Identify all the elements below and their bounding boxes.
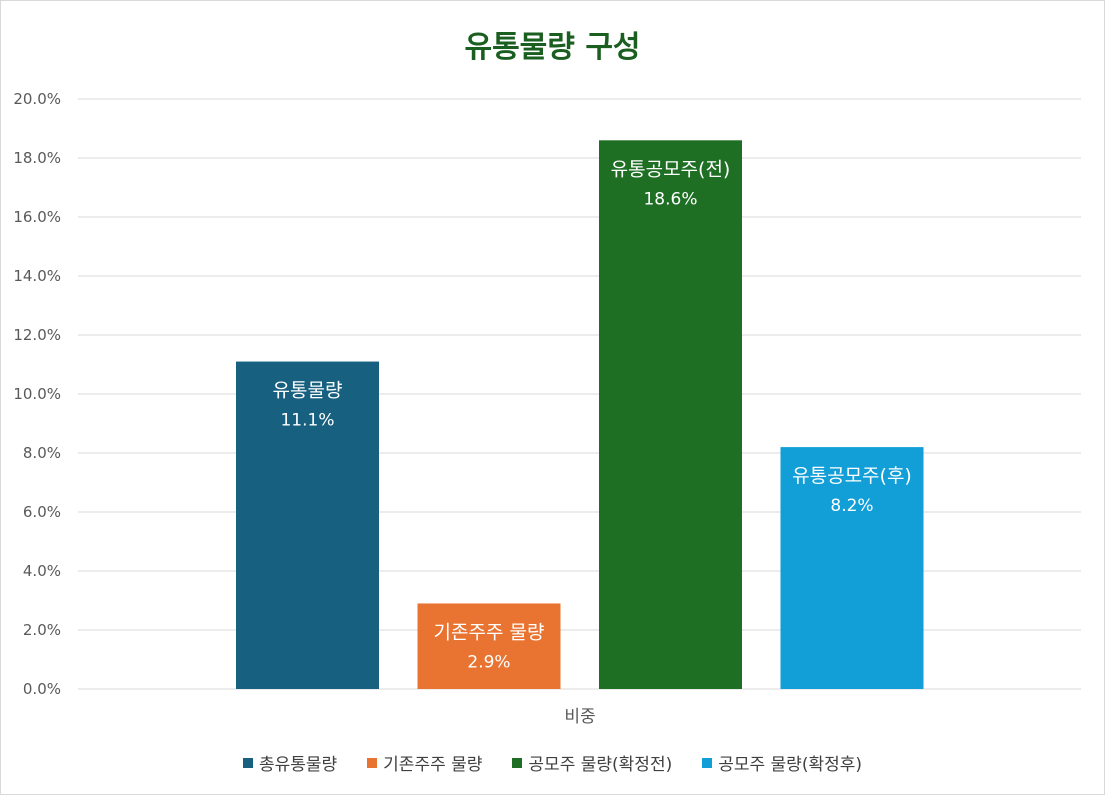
bar xyxy=(780,447,924,689)
legend-label: 공모주 물량(확정전) xyxy=(528,755,673,775)
legend-swatch xyxy=(512,757,523,768)
y-axis-ticks: 0.0% 2.0% 4.0% 6.0% 8.0% 10.0% 12.0% 14.0% 16.0%… xyxy=(13,90,61,698)
y-tick-label: 8.0% xyxy=(23,444,61,462)
gridlines xyxy=(78,98,1081,690)
bar xyxy=(236,361,379,689)
legend-item: 기존주주 물량 xyxy=(367,750,482,775)
legend-label: 총유통물량 xyxy=(258,755,338,775)
y-tick-label: 12.0% xyxy=(13,326,61,344)
y-tick-label: 14.0% xyxy=(13,267,61,285)
y-tick-label: 16.0% xyxy=(13,208,61,226)
y-tick-label: 4.0% xyxy=(23,562,61,580)
plot-area: 0.0% 2.0% 4.0% 6.0% 8.0% 10.0% 12.0% 14.0% 16.0%… xyxy=(13,90,1081,727)
legend-item: 공모주 물량(확정전) xyxy=(512,750,672,775)
legend-swatch xyxy=(367,757,378,768)
y-tick-label: 0.0% xyxy=(23,680,61,698)
y-tick-label: 20.0% xyxy=(13,90,61,108)
bar-value-label: 2.9% xyxy=(467,652,510,672)
bar-value-label: 8.2% xyxy=(830,496,873,516)
bar-series-label: 유통물량 xyxy=(273,380,343,402)
y-tick-label: 6.0% xyxy=(23,503,61,521)
legend-swatch xyxy=(242,757,253,768)
chart-title: 유통물량 구성 xyxy=(464,30,641,65)
legend-swatch xyxy=(702,757,713,768)
bars: 유통물량 11.1% 기존주주 물량 2.9% 유통공모주(전) 18.6% 유통공모주(후… xyxy=(236,140,924,690)
legend-item: 공모주 물량(확정후) xyxy=(702,750,862,775)
y-tick-label: 2.0% xyxy=(23,621,61,639)
bar-series-label: 유통공모주(전) xyxy=(611,158,731,180)
bar xyxy=(599,140,742,690)
y-tick-label: 18.0% xyxy=(13,149,61,167)
legend-label: 기존주주 물량 xyxy=(383,755,483,775)
legend-label: 공모주 물량(확정후) xyxy=(718,755,863,775)
bar-series-label: 유통공모주(후) xyxy=(792,465,912,487)
y-tick-label: 10.0% xyxy=(13,385,61,403)
bar-series-label: 기존주주 물량 xyxy=(434,621,545,643)
bar-value-label: 18.6% xyxy=(643,189,697,209)
bar-value-label: 11.1% xyxy=(280,411,334,431)
x-axis-category-label: 비중 xyxy=(564,707,595,727)
legend: 총유통물량 기존주주 물량 공모주 물량(확정전) 공모주 물량(확정후) xyxy=(0,750,1105,775)
bar xyxy=(417,603,561,689)
legend-item: 총유통물량 xyxy=(242,750,338,775)
